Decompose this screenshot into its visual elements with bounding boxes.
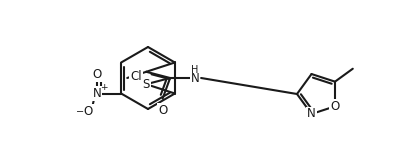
Text: −: − [76,108,84,118]
Text: N: N [93,87,101,100]
Text: O: O [84,105,93,118]
Text: N: N [307,108,316,120]
Text: O: O [330,100,340,113]
Text: O: O [158,104,167,117]
Text: O: O [93,68,102,81]
Text: S: S [143,78,150,91]
Text: Cl: Cl [130,70,142,84]
Text: N: N [191,71,200,85]
Text: H: H [191,65,199,75]
Text: +: + [101,83,108,92]
